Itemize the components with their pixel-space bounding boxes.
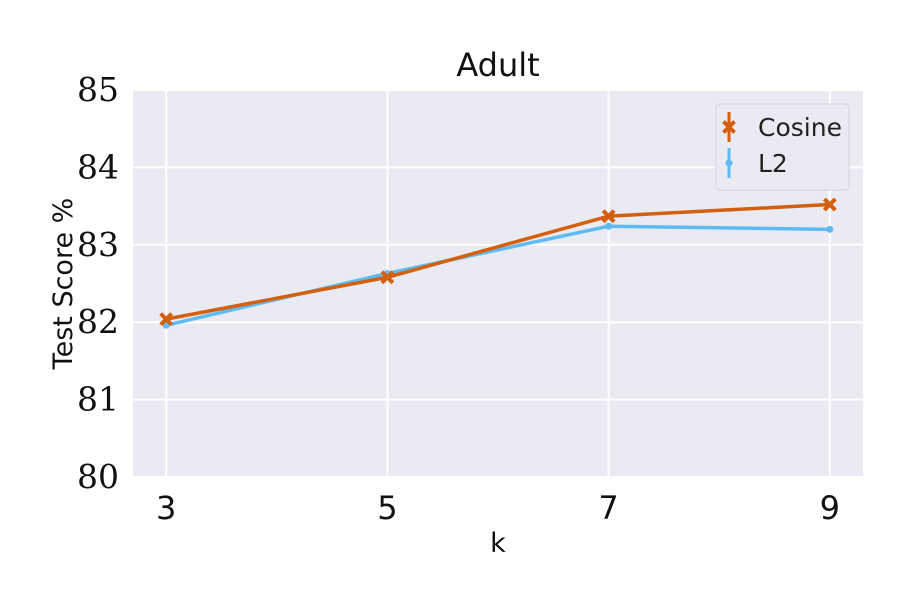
data-point: [380, 270, 395, 285]
legend: Cosine L2: [715, 103, 850, 191]
legend-box: [715, 103, 850, 191]
y-tick-label: 82: [77, 302, 119, 341]
data-point: [605, 222, 613, 230]
marker-stroke: [159, 312, 174, 327]
x-tick-label: 9: [820, 489, 840, 527]
x-tick-label: 7: [598, 489, 618, 527]
data-point: [826, 225, 834, 233]
y-tick-label: 80: [77, 457, 119, 496]
marker-stroke: [722, 120, 736, 134]
legend-marker: [722, 120, 736, 134]
legend-entry: L2: [725, 148, 788, 178]
legend-label: L2: [758, 149, 788, 178]
legend-entry: Cosine: [722, 112, 842, 142]
grid: [133, 89, 863, 478]
y-tick-label: 81: [77, 380, 119, 419]
marker-stroke: [822, 197, 837, 212]
legend-marker: [725, 159, 733, 167]
chart-title: Adult: [456, 46, 539, 84]
legend-label: Cosine: [758, 113, 842, 142]
y-tick-label: 84: [77, 147, 119, 186]
series-cosine: [159, 197, 837, 327]
x-tick-label: 3: [156, 489, 176, 527]
tick-labels: 80 81 82 83 84 85 3 5 7 9: [77, 70, 840, 527]
marker-stroke: [601, 209, 616, 224]
y-tick-label: 85: [77, 70, 119, 109]
series-line: [165, 202, 830, 321]
x-tick-label: 5: [377, 489, 397, 527]
y-axis-label: Test Score %: [48, 198, 79, 371]
marker-stroke: [380, 270, 395, 285]
data-point: [822, 197, 837, 212]
x-axis-label: k: [490, 528, 506, 559]
data-point: [601, 209, 616, 224]
series-layer: [159, 197, 837, 329]
y-tick-label: 83: [77, 225, 119, 264]
data-point: [159, 312, 174, 327]
